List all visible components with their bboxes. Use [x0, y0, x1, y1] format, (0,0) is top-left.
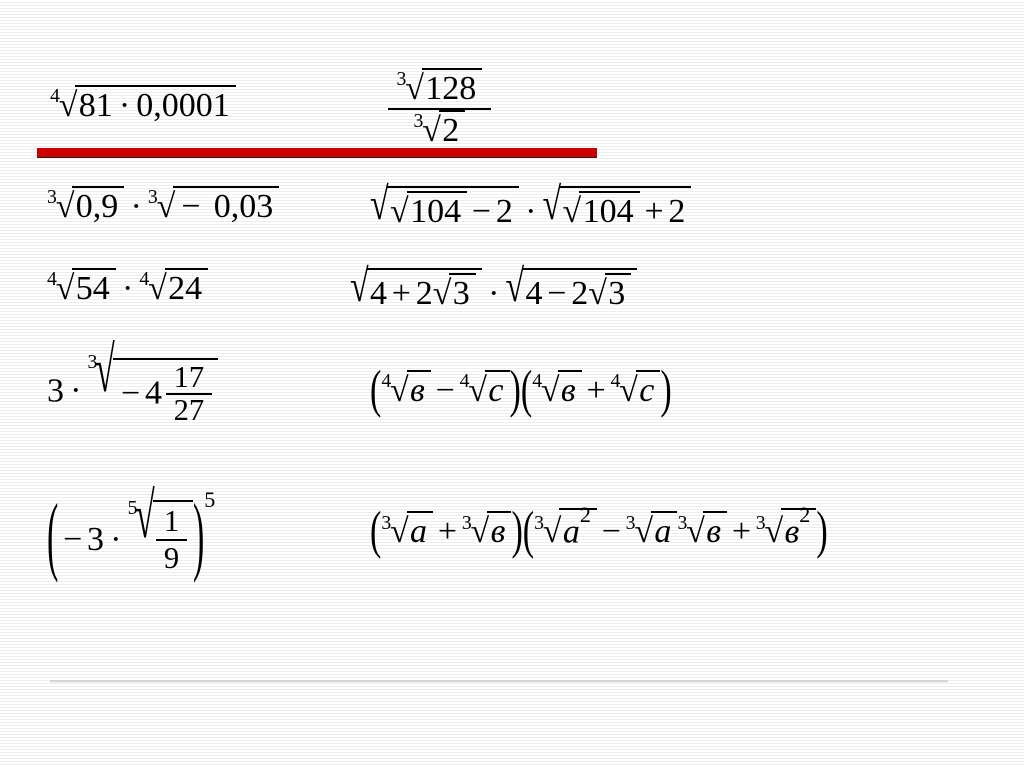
expr-r1c2: 3√128 3√2: [388, 68, 491, 150]
fraction: 3√128 3√2: [388, 68, 491, 150]
horizontal-rule: [50, 680, 948, 683]
expr-r5c1: (−3·5√19)5: [47, 500, 215, 576]
expr-r2c1: 3√0,9·3√− 0,03: [47, 186, 279, 226]
expr-r4c1: 3·3√−41727: [47, 358, 218, 425]
expr-r4c2: (4√в−4√c)(4√в+4√c): [370, 370, 672, 410]
divider: [37, 148, 597, 159]
expr-r3c1: 4√54·4√24: [47, 268, 208, 308]
expr-r3c2: √4+2√3·√4−2√3: [350, 268, 637, 313]
expr-r1c1: 4√81·0,0001: [50, 85, 236, 125]
expr-r5c2: (3√a+3√в)(3√a2−3√a3√в+3√в2): [370, 508, 828, 551]
expr-r2c2: √√104−2·√√104+2: [370, 186, 691, 231]
